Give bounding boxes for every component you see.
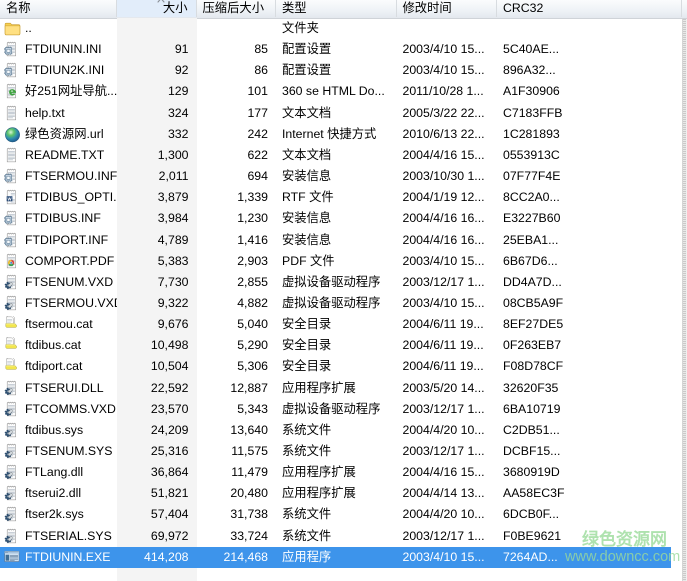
svg-text:W: W [8, 196, 12, 201]
